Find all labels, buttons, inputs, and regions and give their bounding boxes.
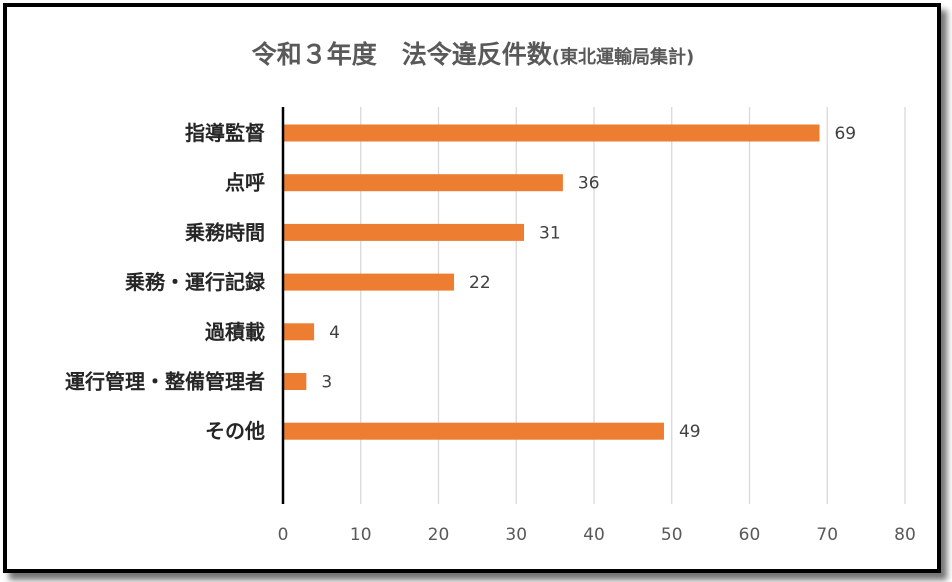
chart-frame: 令和３年度 法令違反件数(東北運輸局集計) 指導監督点呼乗務時間乗務・運行記録過… bbox=[3, 3, 941, 573]
data-label: 36 bbox=[578, 174, 600, 194]
bar-chart: 令和３年度 法令違反件数(東北運輸局集計) 指導監督点呼乗務時間乗務・運行記録過… bbox=[65, 40, 916, 545]
category-label: 点呼 bbox=[225, 171, 265, 195]
x-tick-label: 0 bbox=[278, 525, 289, 545]
category-label: 過積載 bbox=[205, 320, 265, 344]
x-tick-label: 20 bbox=[428, 525, 450, 545]
x-tick-label: 50 bbox=[661, 525, 683, 545]
category-label: 乗務時間 bbox=[185, 220, 265, 244]
category-label: 乗務・運行記録 bbox=[125, 270, 266, 294]
bar bbox=[283, 323, 315, 341]
chart-title: 令和３年度 法令違反件数(東北運輸局集計) bbox=[252, 40, 694, 69]
data-label: 69 bbox=[834, 124, 856, 144]
category-label: その他 bbox=[205, 419, 265, 443]
bar bbox=[283, 422, 664, 440]
bar bbox=[283, 124, 820, 142]
x-tick-label: 60 bbox=[739, 525, 761, 545]
chart-title-main: 令和３年度 法令違反件数 bbox=[252, 40, 553, 69]
bar bbox=[283, 174, 563, 192]
bars bbox=[283, 124, 820, 440]
bar bbox=[283, 223, 525, 241]
x-tick-label: 80 bbox=[894, 525, 916, 545]
chart-title-sub: (東北運輸局集計) bbox=[552, 46, 694, 68]
category-label: 指導監督 bbox=[185, 121, 265, 145]
x-tick-label: 10 bbox=[350, 525, 372, 545]
bar bbox=[283, 273, 455, 291]
x-tick-label: 30 bbox=[505, 525, 527, 545]
data-label: 4 bbox=[329, 323, 340, 343]
data-label: 31 bbox=[539, 223, 561, 243]
data-label: 3 bbox=[321, 373, 332, 393]
bar bbox=[283, 373, 307, 390]
data-label: 22 bbox=[469, 273, 491, 293]
data-label: 49 bbox=[679, 422, 701, 442]
x-tick-label: 40 bbox=[583, 525, 605, 545]
x-tick-labels: 0 10 20 30 40 50 60 70 80 bbox=[278, 525, 916, 545]
x-tick-label: 70 bbox=[816, 525, 838, 545]
data-labels: 69 36 31 22 4 3 49 bbox=[321, 124, 856, 442]
gridlines bbox=[360, 107, 906, 504]
category-label: 運行管理・整備管理者 bbox=[65, 370, 265, 394]
